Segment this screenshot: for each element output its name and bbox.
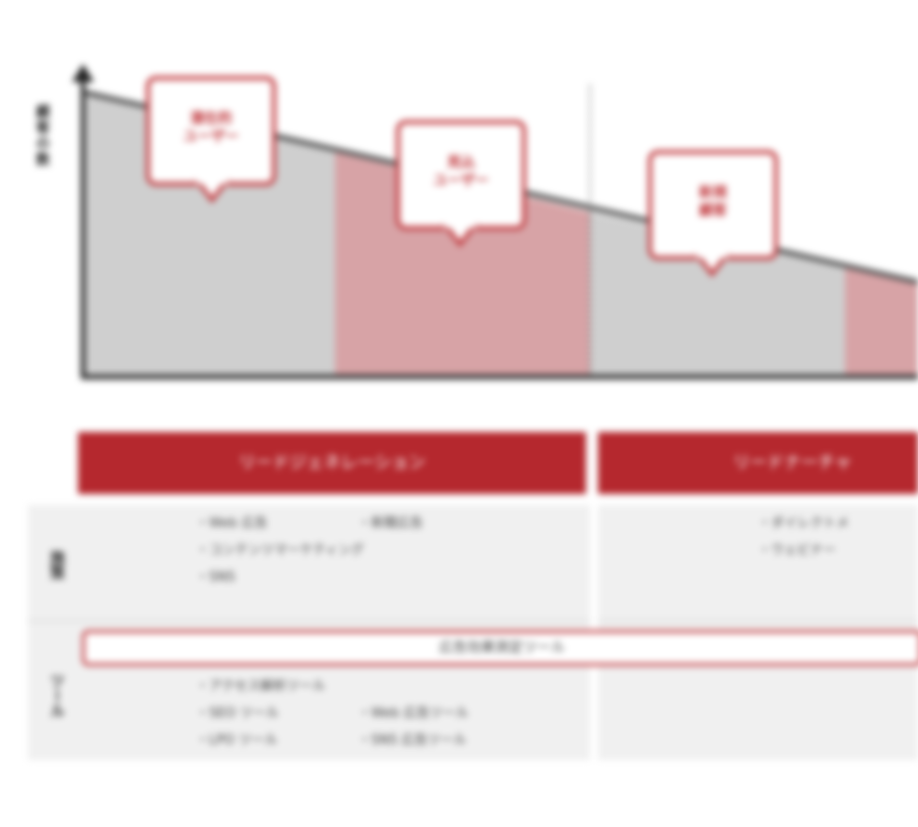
row-divider <box>28 620 918 622</box>
list-item: アクセス解析ツール <box>196 673 325 700</box>
list-item: コンテンツマーケティング <box>196 537 364 564</box>
callout-3-line1: 新規 <box>699 185 727 201</box>
callout-1-text: 潜在的 ユーザー <box>150 110 272 146</box>
list-item: SNS 広告ツール <box>358 727 469 754</box>
row-label-tools: ツール <box>48 672 66 718</box>
callout-2 <box>396 120 526 248</box>
measures-list-2: 新聞広告 <box>358 510 423 537</box>
measures-list-1: Web 広告 コンテンツマーケティング SNS <box>196 510 364 591</box>
callout-1-line2: ユーザー <box>183 129 239 145</box>
list-item: SEO ツール <box>196 700 325 727</box>
list-item: Web 広告 <box>196 510 364 537</box>
callout-2-line1: 見込 <box>447 155 475 171</box>
measures-list-3: ダイレクトメ ウェビナー <box>758 510 849 564</box>
list-item: SNS <box>196 564 364 591</box>
list-item: ウェビナー <box>758 537 849 564</box>
y-axis-label: 顧客の数 <box>34 104 50 168</box>
callout-1 <box>146 76 276 204</box>
column-divider <box>590 432 598 762</box>
callout-3 <box>648 150 778 278</box>
funnel-chart <box>72 64 918 380</box>
stage-area-4 <box>845 267 918 375</box>
y-axis-arrow-icon <box>72 64 94 82</box>
tools-list-2: Web 広告ツール SNS 広告ツール <box>358 700 469 754</box>
stage-header-lead-nurturing: リードナーチャ <box>598 432 918 494</box>
list-item: 新聞広告 <box>358 510 423 537</box>
callout-1-line1: 潜在的 <box>190 111 232 127</box>
row-label-measures: 施策 <box>48 550 66 580</box>
callout-3-line2: 顧客 <box>699 203 727 219</box>
callout-3-text: 新規 顧客 <box>652 184 774 220</box>
stage-header-lead-generation: リードジェネレーション <box>78 432 586 494</box>
tools-list-1: アクセス解析ツール SEO ツール LPO ツール <box>196 673 325 754</box>
tools-strip: 広告効果測定ツール <box>82 630 918 666</box>
callout-2-text: 見込 ユーザー <box>400 154 522 190</box>
list-item: LPO ツール <box>196 727 325 754</box>
callout-2-line2: ユーザー <box>433 173 489 189</box>
list-item: Web 広告ツール <box>358 700 468 727</box>
list-item: ダイレクトメ <box>758 510 849 537</box>
